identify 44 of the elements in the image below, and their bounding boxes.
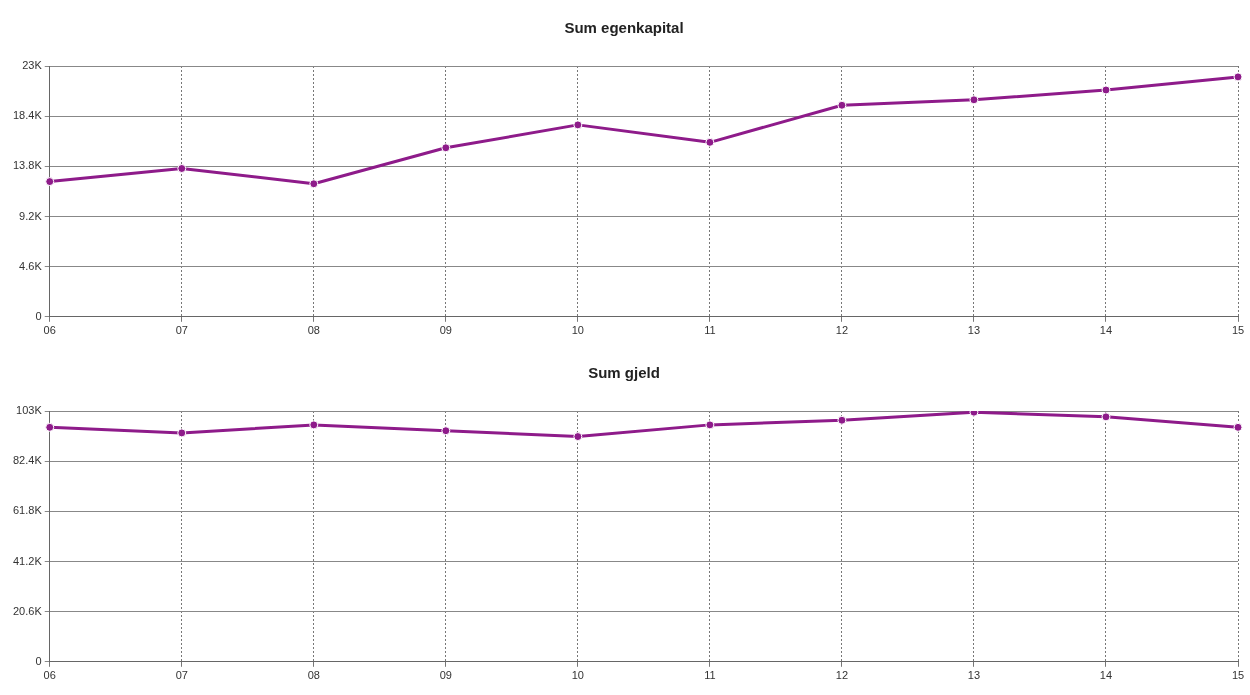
x-tick-label: 15 xyxy=(1231,324,1245,337)
point xyxy=(1101,85,1111,95)
point xyxy=(1233,72,1243,82)
point xyxy=(969,95,979,105)
y-tick-label: 82.4K xyxy=(13,454,43,467)
point xyxy=(837,100,847,110)
x-tick-label: 12 xyxy=(835,669,849,682)
x-tick-label: 07 xyxy=(175,324,188,337)
x-tick-label: 09 xyxy=(439,324,452,337)
x-tick-label: 14 xyxy=(1099,669,1113,682)
x-tick-label: 08 xyxy=(307,324,320,337)
y-tick-label: 0 xyxy=(35,309,42,322)
y-tick-label: 4.6K xyxy=(19,259,43,272)
point xyxy=(309,179,319,189)
x-tick-label: 06 xyxy=(43,669,56,682)
point xyxy=(573,120,583,130)
y-tick-label: 0 xyxy=(35,654,42,667)
x-tick-label: 11 xyxy=(704,324,716,337)
chart-title: Sum egenkapital xyxy=(564,19,684,37)
y-tick-label: 13.8K xyxy=(13,159,43,172)
y-tick-label: 23K xyxy=(22,59,43,72)
x-tick-label: 12 xyxy=(835,324,849,337)
x-tick-label: 08 xyxy=(307,669,320,682)
x-tick-label: 09 xyxy=(439,669,452,682)
point xyxy=(441,143,451,153)
point xyxy=(705,137,715,147)
point xyxy=(177,164,187,173)
y-tick-label: 103K xyxy=(16,404,43,417)
y-tick-label: 20.6K xyxy=(13,604,43,617)
x-tick-label: 14 xyxy=(1099,324,1113,337)
x-tick-label: 10 xyxy=(571,324,584,337)
x-tick-label: 13 xyxy=(967,324,981,337)
x-tick-label: 10 xyxy=(571,669,584,682)
x-tick-label: 07 xyxy=(175,669,188,682)
y-tick-label: 18.4K xyxy=(13,109,43,122)
x-tick-label: 15 xyxy=(1231,669,1245,682)
point xyxy=(45,177,55,187)
x-tick-label: 06 xyxy=(43,324,56,337)
y-tick-label: 61.8K xyxy=(13,504,43,517)
chart-title: Sum gjeld xyxy=(588,364,660,382)
y-tick-label: 9.2K xyxy=(19,209,43,222)
x-tick-label: 11 xyxy=(704,669,716,682)
x-tick-label: 13 xyxy=(967,669,981,682)
y-tick-label: 41.2K xyxy=(13,554,43,567)
